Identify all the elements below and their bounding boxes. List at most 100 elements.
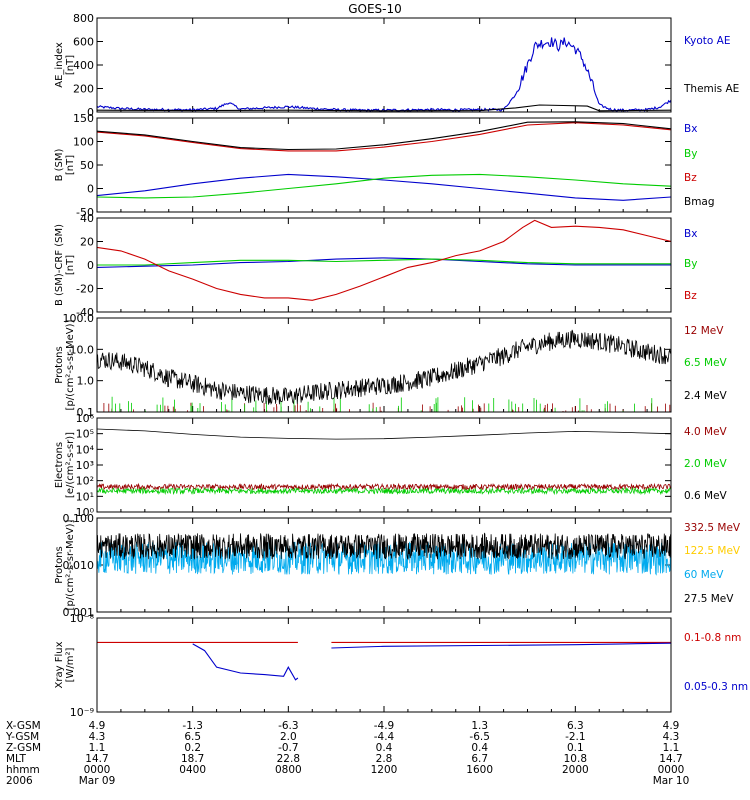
ephemeris-value: 18.7 [181,753,204,765]
ephemeris-value: 4.9 [89,720,106,732]
series-group [97,121,671,201]
legend-entry: Bmag [684,196,715,208]
y-axis-title: AE_index [nT] [54,42,76,88]
ephemeris-row-label: Y-GSM [5,731,39,743]
ytick-label: -20 [76,283,94,296]
legend-entry: 0.1-0.8 nm [684,632,741,644]
ephemeris-value: 0.4 [376,742,393,754]
y-axis-title-line: Protons [54,346,65,383]
y-axis-title: B (SM) [nT] [54,148,76,181]
chart-title: GOES-10 [348,2,402,16]
series-kyoto-ae [97,37,671,112]
ephemeris-value: 14.7 [85,753,108,765]
ephemeris-value: 6.7 [471,753,488,765]
ephemeris-value: -6.3 [278,720,299,732]
ephemeris-value: 0800 [275,764,302,776]
ytick-label: 200 [73,83,94,96]
ytick-label: 10.0 [70,343,95,356]
series-bz [97,122,671,152]
ephemeris-value: -4.9 [374,720,395,732]
y-axis-title-line: Protons [54,546,65,583]
ephemeris-value: 4.3 [663,731,680,743]
legend-entry: By [684,148,697,160]
ytick-label: 10⁵ [76,428,94,441]
ephemeris-table: X-GSM 4.9 -1.3 -6.3 -4.9 1.3 6.3 4.9 Y-GSM 4.3 6.5… [5,720,689,787]
y-axis-title: Xray Flux [W/m²] [54,641,76,688]
series-2-0-mev [97,486,671,496]
panel-frame [96,617,672,713]
ytick-label: 0.010 [63,559,95,572]
ytick-label: 0.001 [63,606,95,619]
y-axis-title-line: [nT] [65,55,76,75]
legend-entry: 2.0 MeV [684,458,728,470]
series-bx [97,257,671,268]
ytick-label: 0 [87,259,94,272]
series-by [97,173,671,199]
panel-3: -40 -20 0 20 40 B (SM)-CRF (SM) [nT] Bx By Bz [54,212,697,319]
ephemeris-value: 0400 [179,764,206,776]
y-axis-title-line: B (SM) [54,148,65,181]
legend-entry: 0.05-0.3 nm [684,681,748,693]
legend-entry: 122.5 MeV [684,545,741,557]
panel-frame [96,17,672,113]
ytick-label: 20 [80,236,94,249]
ephemeris-value: 1600 [466,764,493,776]
legend-entry: 332.5 MeV [684,522,741,534]
legend-entry: Bz [684,172,697,184]
legend-entry: 60 MeV [684,569,724,581]
panel-7: 10⁻⁹ 10⁻⁸ Xray Flux [W/m²] 0.1-0.8 nm 0.05-0.… [54,612,748,719]
panel-frame [96,117,672,213]
ephemeris-value: 0.1 [567,742,584,754]
ytick-label: 50 [80,159,94,172]
legend-entry: Bz [684,290,697,302]
ephemeris-row-label: Z-GSM [6,742,41,754]
legend-entry: 2.4 MeV [684,390,728,402]
ytick-label: 10⁶ [76,412,95,425]
ephemeris-value: 0.4 [471,742,488,754]
ytick-label: -40 [76,306,94,319]
y-axis-title-line: AE_index [54,42,65,88]
ytick-label: 100 [73,136,94,149]
ytick-label: -50 [76,206,94,219]
ephemeris-value: 2000 [562,764,589,776]
legend-entry: 0.6 MeV [684,490,728,502]
ytick-label: 100.0 [63,312,95,325]
series-4-0-mev [97,482,671,492]
ephemeris-value: -4.4 [374,731,395,743]
ephemeris-value: 0.2 [184,742,201,754]
ephemeris-value: -6.5 [469,731,490,743]
y-axis-title-line: Xray Flux [54,641,65,688]
y-axis-title-line: [nT] [65,155,76,175]
legend-entry: 27.5 MeV [684,593,734,605]
panel-frame [96,517,672,613]
y-axis-title: Electrons [e/(cm²-s-sr)] [54,432,76,498]
series-0-6-mev [97,428,671,440]
ephemeris-value: 4.9 [663,720,680,732]
ephemeris-row-label: hhmm [6,764,40,776]
ytick-label: 400 [73,59,94,72]
end-date: Mar 10 [653,775,690,787]
legend-entry: 6.5 MeV [684,357,728,369]
ytick-label: 40 [80,212,94,225]
panel-2: -50 0 50 100 150 B (SM) [nT] Bx By Bz Bmag [54,112,715,219]
ephemeris-value: 1.3 [471,720,488,732]
y-axis-title-line: [nT] [65,255,76,275]
y-axis-title-line: B (SM)-CRF (SM) [54,224,65,306]
ephemeris-value: 2.8 [376,753,393,765]
ephemeris-value: 1.1 [663,742,680,754]
ytick-label: 10⁻⁹ [70,706,94,719]
ytick-label: 10² [76,475,94,488]
ytick-label: 0 [87,183,94,196]
series-2-4-mev [97,329,671,405]
series-group [97,37,671,112]
ephemeris-value: 4.3 [89,731,106,743]
legend-entry: Bx [684,123,697,135]
legend-entry: 4.0 MeV [684,426,728,438]
ytick-label: 10⁻⁸ [70,612,95,625]
legend-entry: Kyoto AE [684,35,730,47]
series-group [97,219,671,301]
ephemeris-value: -0.7 [278,742,299,754]
